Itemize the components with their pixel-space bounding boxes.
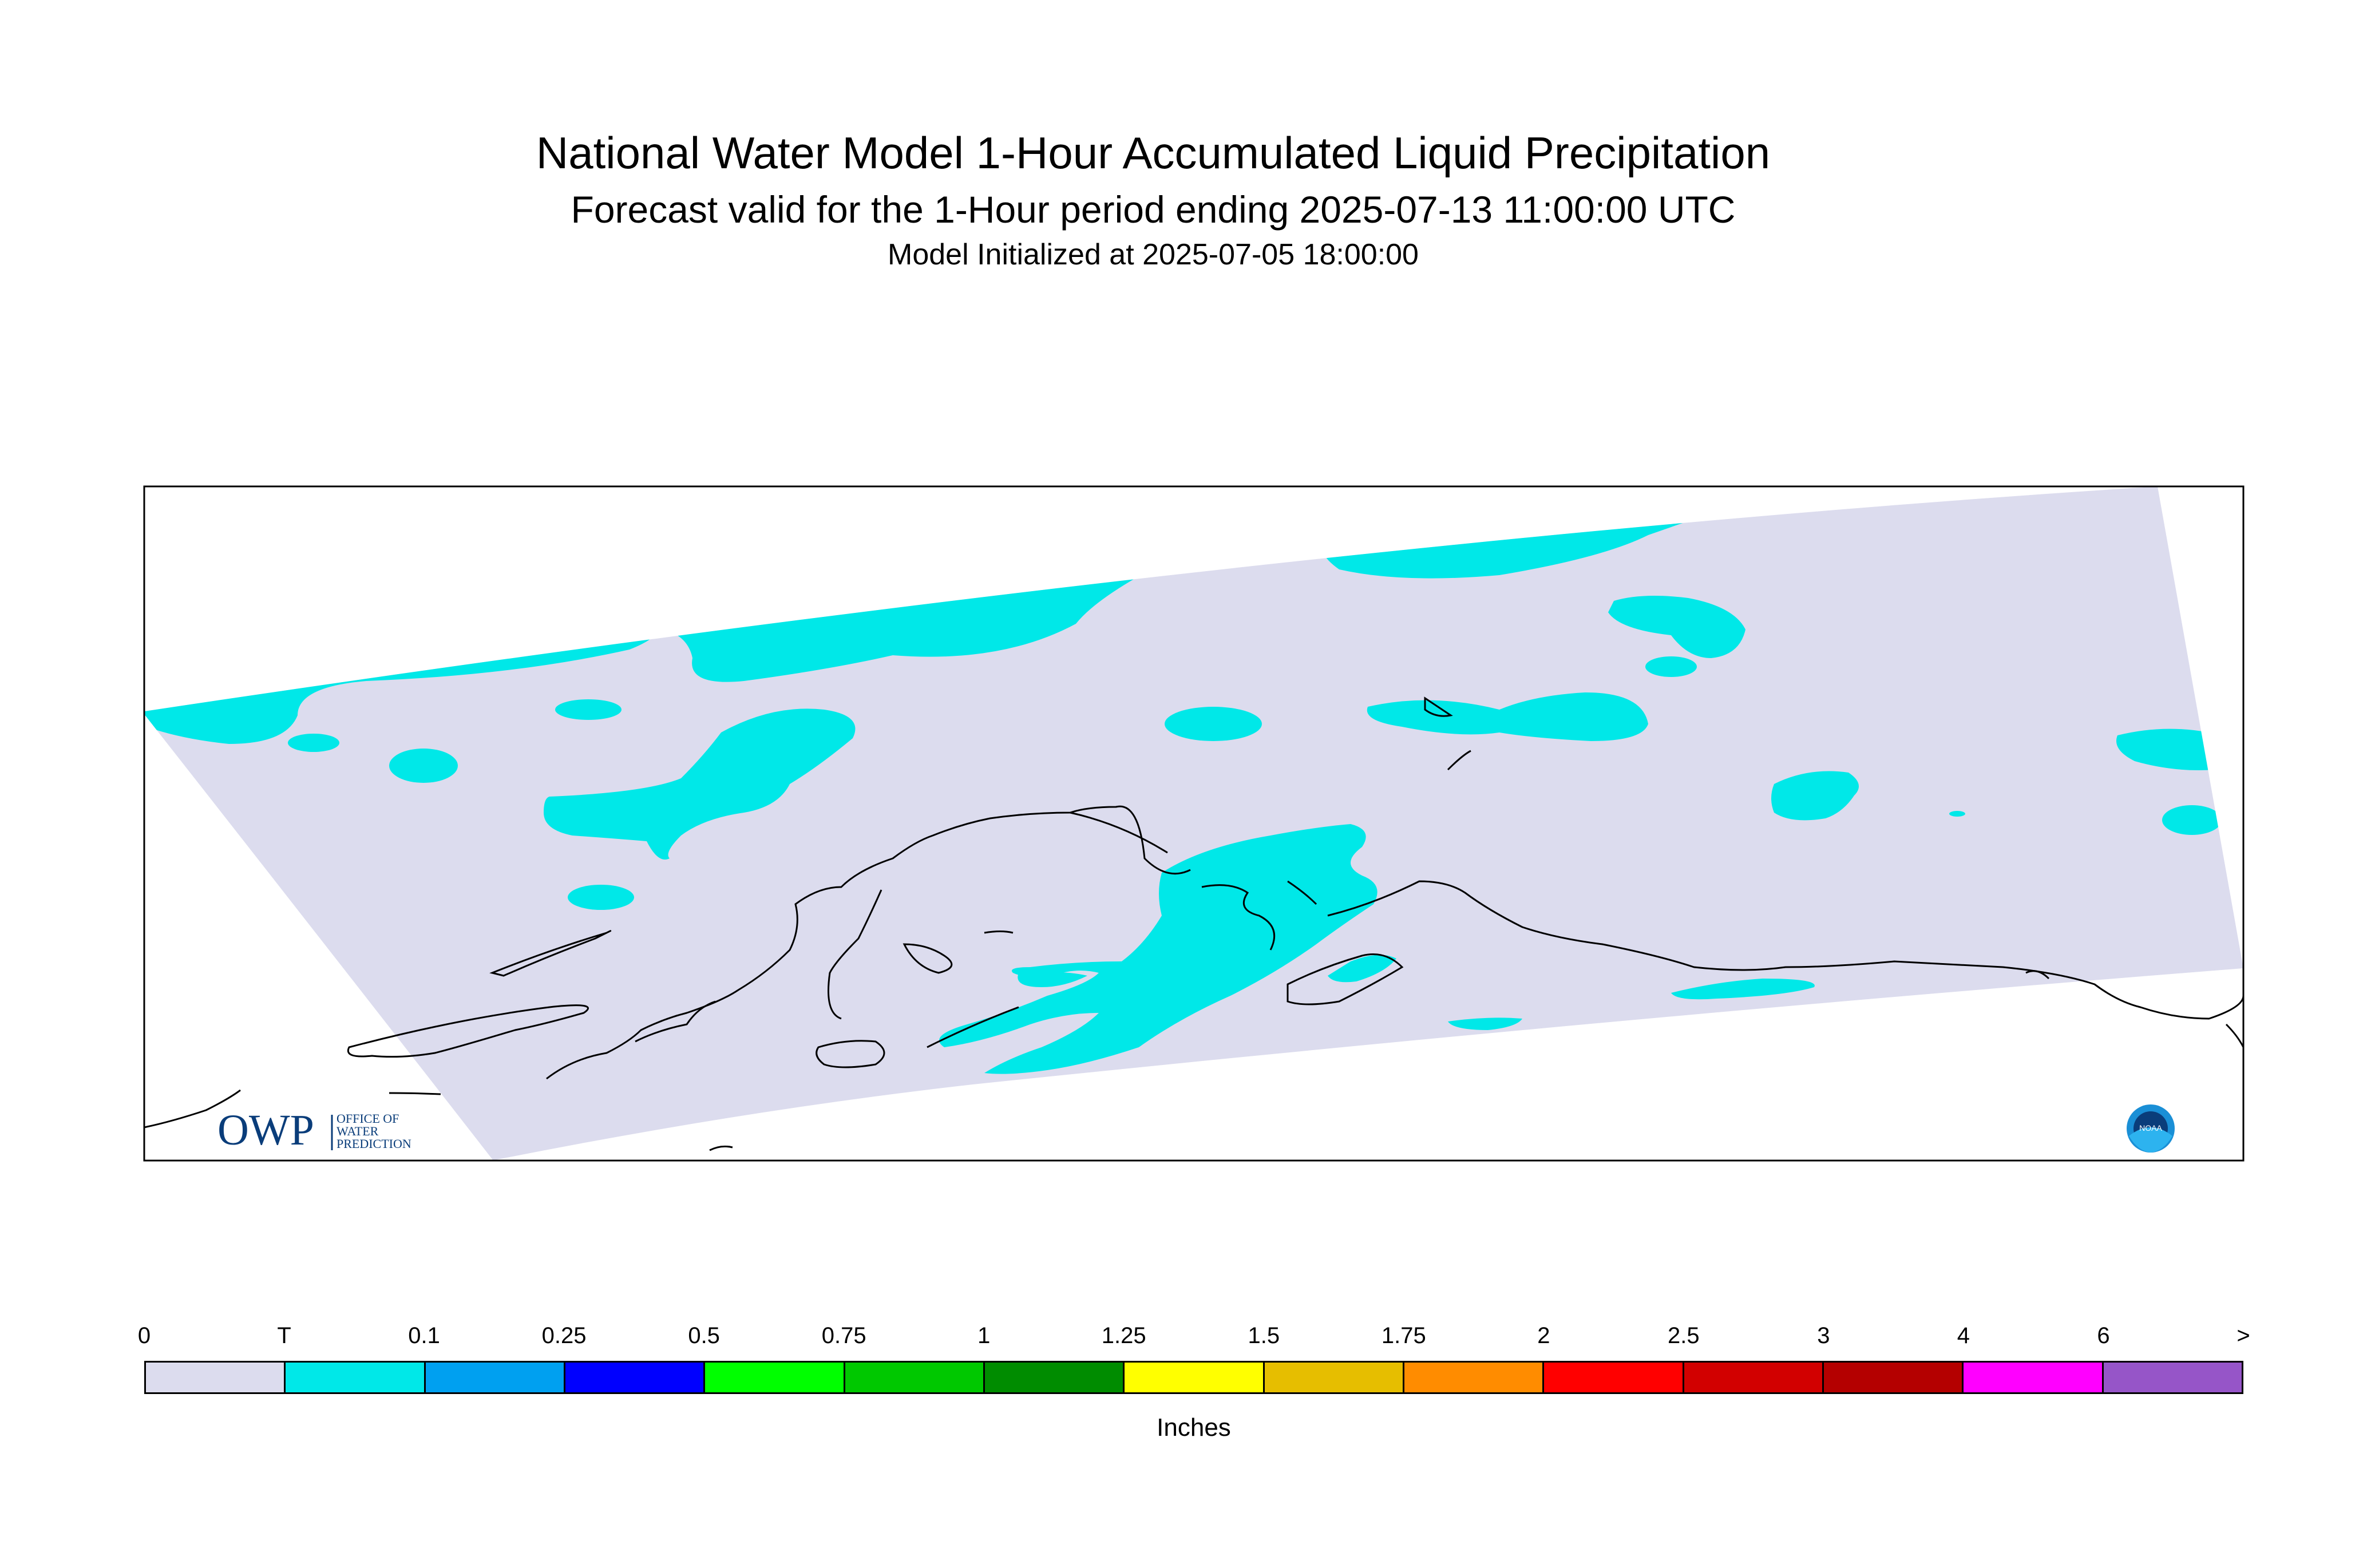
model-initialized-text: Model Initialized at 2025-07-05 18:00:00 — [888, 238, 1419, 271]
legend-label: 2.5 — [1668, 1323, 1700, 1348]
legend-swatch — [1264, 1363, 1404, 1392]
map-frame — [143, 485, 2245, 1162]
legend-label: 0.25 — [541, 1323, 587, 1348]
legend-swatch — [425, 1363, 565, 1392]
model-domain — [144, 486, 2243, 1161]
legend-swatch — [1684, 1363, 1824, 1392]
legend-color-bar — [144, 1361, 2243, 1394]
legend-label: > — [2237, 1323, 2250, 1348]
legend-swatch — [984, 1363, 1125, 1392]
legend-label: 0 — [137, 1323, 151, 1348]
owp-logo-line-3: PREDICTION — [337, 1137, 411, 1151]
legend-units-label: Inches — [1157, 1413, 1231, 1442]
legend-swatch — [286, 1363, 426, 1392]
legend-label: 0.5 — [688, 1323, 720, 1348]
legend-label: 2 — [1537, 1323, 1550, 1348]
legend-swatch — [845, 1363, 985, 1392]
legend-label: 3 — [1817, 1323, 1830, 1348]
map-title: National Water Model 1-Hour Accumulated … — [536, 128, 1771, 178]
legend-label: 1 — [977, 1323, 991, 1348]
legend-label: 4 — [1957, 1323, 1970, 1348]
owp-logo: OWP OFFICE OF WATER PREDICTION — [217, 1106, 411, 1154]
legend-label: T — [277, 1323, 291, 1348]
legend-swatch — [2103, 1363, 2242, 1392]
legend-swatch — [1125, 1363, 1265, 1392]
legend-swatch — [705, 1363, 845, 1392]
legend-label: 1.5 — [1248, 1323, 1280, 1348]
legend-swatch — [1823, 1363, 1964, 1392]
legend-label: 6 — [2097, 1323, 2110, 1348]
owp-logo-line-1: OFFICE OF — [337, 1111, 399, 1126]
legend-label: 0.1 — [408, 1323, 440, 1348]
legend-label: 1.25 — [1101, 1323, 1146, 1348]
legend-swatch — [1404, 1363, 1545, 1392]
legend-swatch — [1544, 1363, 1684, 1392]
legend-label: 0.75 — [821, 1323, 866, 1348]
legend-swatch — [146, 1363, 286, 1392]
owp-logo-line-2: WATER — [337, 1124, 379, 1138]
forecast-valid-subtitle: Forecast valid for the 1-Hour period end… — [571, 188, 1736, 231]
legend-swatch — [1964, 1363, 2104, 1392]
legend-swatch — [565, 1363, 706, 1392]
noaa-logo-text: NOAA — [2139, 1123, 2162, 1133]
owp-logo-mark: OWP — [217, 1106, 314, 1154]
noaa-logo: NOAA — [2127, 1104, 2175, 1153]
legend-label: 1.75 — [1381, 1323, 1426, 1348]
coastlines — [144, 696, 2243, 1151]
